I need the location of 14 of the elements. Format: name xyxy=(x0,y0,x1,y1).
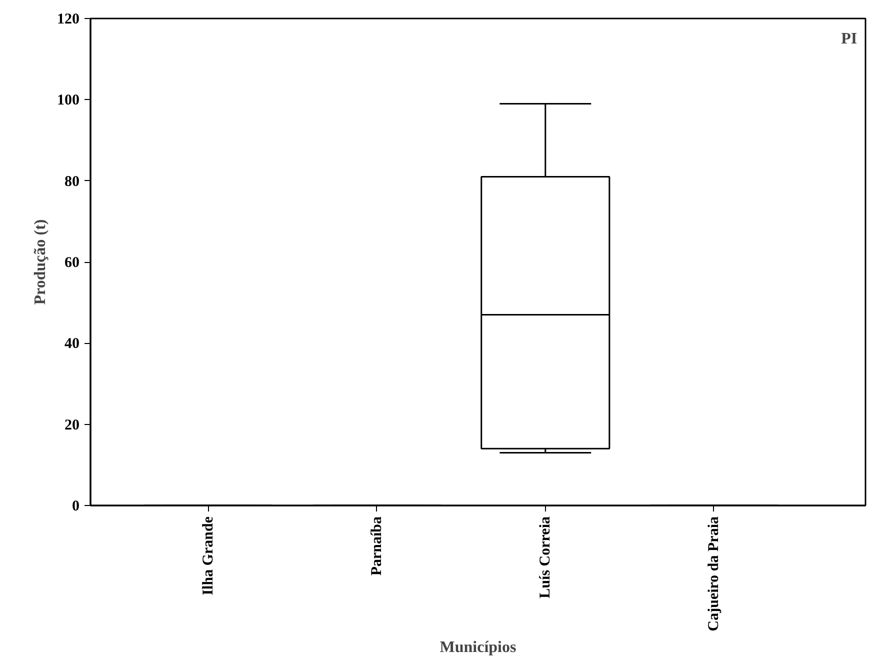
y-tick-label: 40 xyxy=(64,336,80,352)
annotation: PI xyxy=(841,30,858,48)
y-tick-label: 100 xyxy=(57,92,80,109)
y-tick-label: 20 xyxy=(64,417,80,434)
x-tick-label: Parnaíba xyxy=(368,516,385,576)
y-tick-label: 80 xyxy=(64,174,80,190)
x-axis-title: Municípios xyxy=(440,639,516,656)
y-tick-label: 60 xyxy=(64,255,80,271)
x-tick-label: Cajueiro da Praia xyxy=(706,516,722,632)
y-axis-title: Produção (t) xyxy=(32,219,49,305)
y-tick-label: 0 xyxy=(72,498,80,514)
x-tick-label: Luís Correia xyxy=(537,516,554,598)
y-tick-label: 120 xyxy=(57,12,80,28)
x-tick-label: Ilha Grande xyxy=(200,516,216,596)
